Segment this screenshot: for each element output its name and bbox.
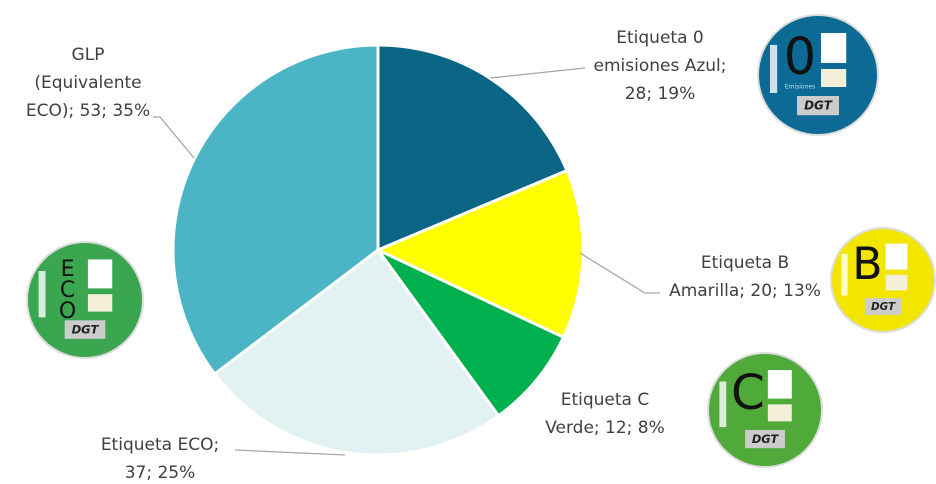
badge-icon: DGT ECO [26, 241, 144, 359]
badge-letter: B [852, 239, 882, 290]
badge-box [767, 370, 792, 399]
leader-line [579, 252, 660, 294]
data-label: emisiones Azul; [594, 56, 727, 76]
badge-barcode [38, 271, 46, 318]
data-label: Etiqueta C [561, 390, 650, 410]
data-label: GLP [72, 45, 105, 65]
badge-letter: C [60, 278, 75, 303]
pie-slice [171, 43, 380, 377]
badge-barcode [719, 381, 727, 428]
badge-disc [830, 227, 936, 333]
data-label: 28; 19% [625, 84, 696, 104]
badge-letter: C [731, 365, 765, 421]
badge-brand-box [797, 96, 839, 116]
leader-line [153, 116, 195, 159]
badge-box [885, 243, 908, 270]
data-label: Amarilla; 20; 13% [669, 281, 821, 301]
badge-caption: Emisiones [785, 84, 815, 91]
data-label: Etiqueta ECO; [101, 435, 219, 455]
badge-disc [26, 241, 144, 359]
data-label: Verde; 12; 8% [545, 418, 665, 438]
badge-brand: DGT [804, 99, 833, 113]
badge-brand-box [745, 429, 785, 449]
data-label: (Equivalente [34, 73, 141, 93]
badge-letter: O [59, 299, 76, 324]
leader-line [234, 449, 346, 456]
badge-barcode [770, 45, 778, 93]
badge-box [821, 69, 847, 87]
badge-icon: DGT C [707, 352, 823, 468]
badge-letter: 0 [784, 28, 816, 87]
pie-slice [212, 247, 501, 457]
badge-disc [707, 352, 823, 468]
badge-box [87, 294, 113, 312]
badge-icon: DGT B [830, 227, 936, 333]
badge-disc [757, 14, 879, 136]
badge-brand: DGT [752, 432, 780, 446]
data-label: Etiqueta B [701, 253, 789, 273]
badge-brand-box [864, 298, 902, 315]
badge-brand-box [64, 320, 106, 339]
pie-slice [376, 248, 566, 418]
data-label: ECO); 53; 35% [26, 101, 150, 121]
badge-box [767, 404, 792, 422]
badge-barcode [841, 254, 848, 296]
badge-letter: E [61, 257, 75, 282]
badge-brand: DGT [871, 301, 896, 313]
leader-line [489, 67, 586, 79]
pie-slice [376, 43, 569, 253]
data-label: 37; 25% [125, 463, 196, 480]
badge-box [885, 274, 908, 291]
badge-brand: DGT [72, 323, 100, 337]
badge-box [87, 259, 113, 289]
badge-box [821, 33, 847, 63]
data-label: Etiqueta 0 [616, 28, 703, 48]
